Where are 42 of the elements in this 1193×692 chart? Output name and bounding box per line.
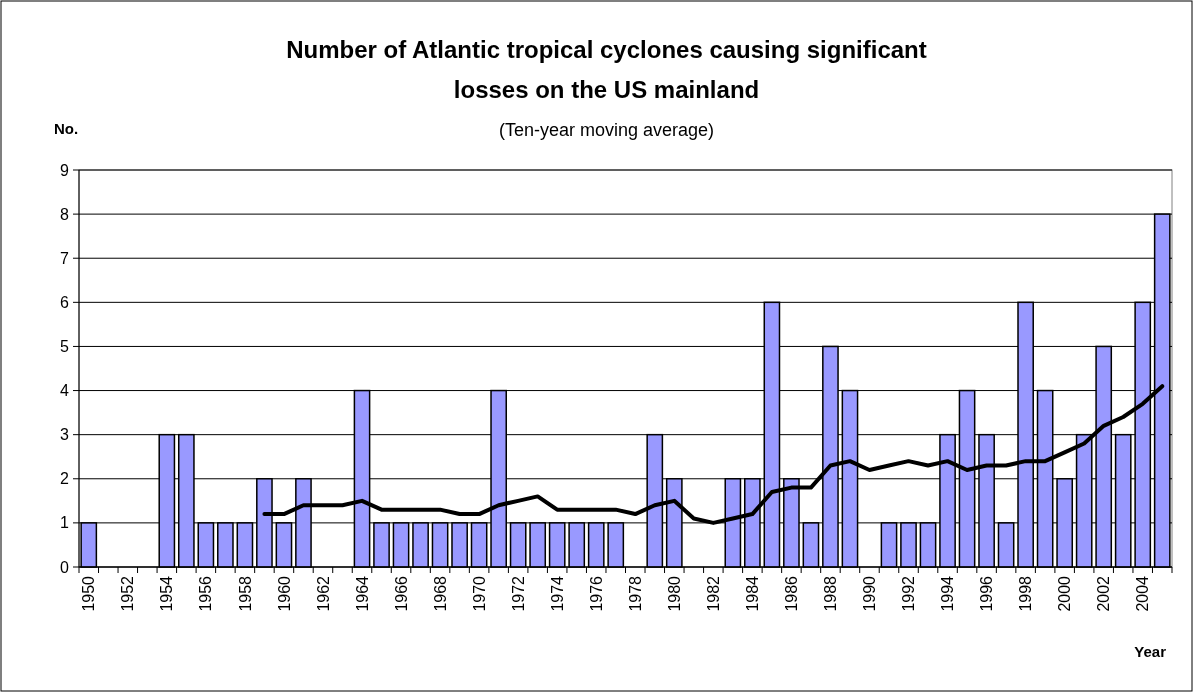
x-tick-label: 1990 [861,575,879,612]
x-tick-label: 1968 [431,575,449,612]
x-tick-label: 2004 [1134,575,1152,612]
x-tick-label: 1996 [978,575,996,612]
y-tick-label: 3 [60,426,70,444]
x-axis-title: Year [1134,643,1167,660]
x-tick-label: 1958 [236,575,254,612]
y-axis-title: No. [54,120,79,137]
y-tick-label: 9 [60,161,70,179]
y-tick-label: 6 [60,293,70,311]
x-tick-label: 1998 [1017,575,1035,612]
y-tick-label: 1 [60,514,70,532]
x-tick-label: 1978 [626,575,644,612]
x-tick-label: 1954 [158,575,176,612]
x-tick-label: 1982 [704,575,722,612]
x-tick-label: 1964 [353,575,371,612]
x-tick-label: 1986 [783,575,800,612]
x-tick-label: 1984 [743,575,761,612]
x-tick-label: 1972 [509,575,527,612]
x-tick-label: 1962 [314,575,332,612]
x-tick-label: 1992 [900,575,918,612]
x-tick-label: 2000 [1056,575,1074,612]
y-tick-label: 7 [60,249,70,267]
y-tick-label: 5 [60,338,70,356]
y-tick-label: 2 [60,470,70,488]
y-tick-label: 4 [60,382,70,400]
x-tick-label: 1980 [665,575,683,612]
y-tick-label: 0 [60,558,70,576]
x-tick-label: 1950 [80,575,98,612]
chart-title: Number of Atlantic tropical cyclones causing significant losses on the US mainland [286,36,927,103]
x-tick-label: 1988 [822,575,840,612]
x-tick-label: 1970 [470,575,488,612]
x-tick-label: 1994 [939,575,957,612]
x-tick-label: 1960 [275,575,293,612]
x-tick-label: 2002 [1095,575,1113,612]
x-tick-label: 1974 [548,575,566,612]
x-tick-label: 1952 [119,575,137,612]
x-tick-label: 1966 [392,575,410,612]
x-tick-label: 1976 [587,575,605,612]
chart-subtitle: (Ten-year moving average) [498,120,715,140]
x-tick-label: 1956 [197,575,215,612]
y-tick-label: 8 [60,205,70,223]
